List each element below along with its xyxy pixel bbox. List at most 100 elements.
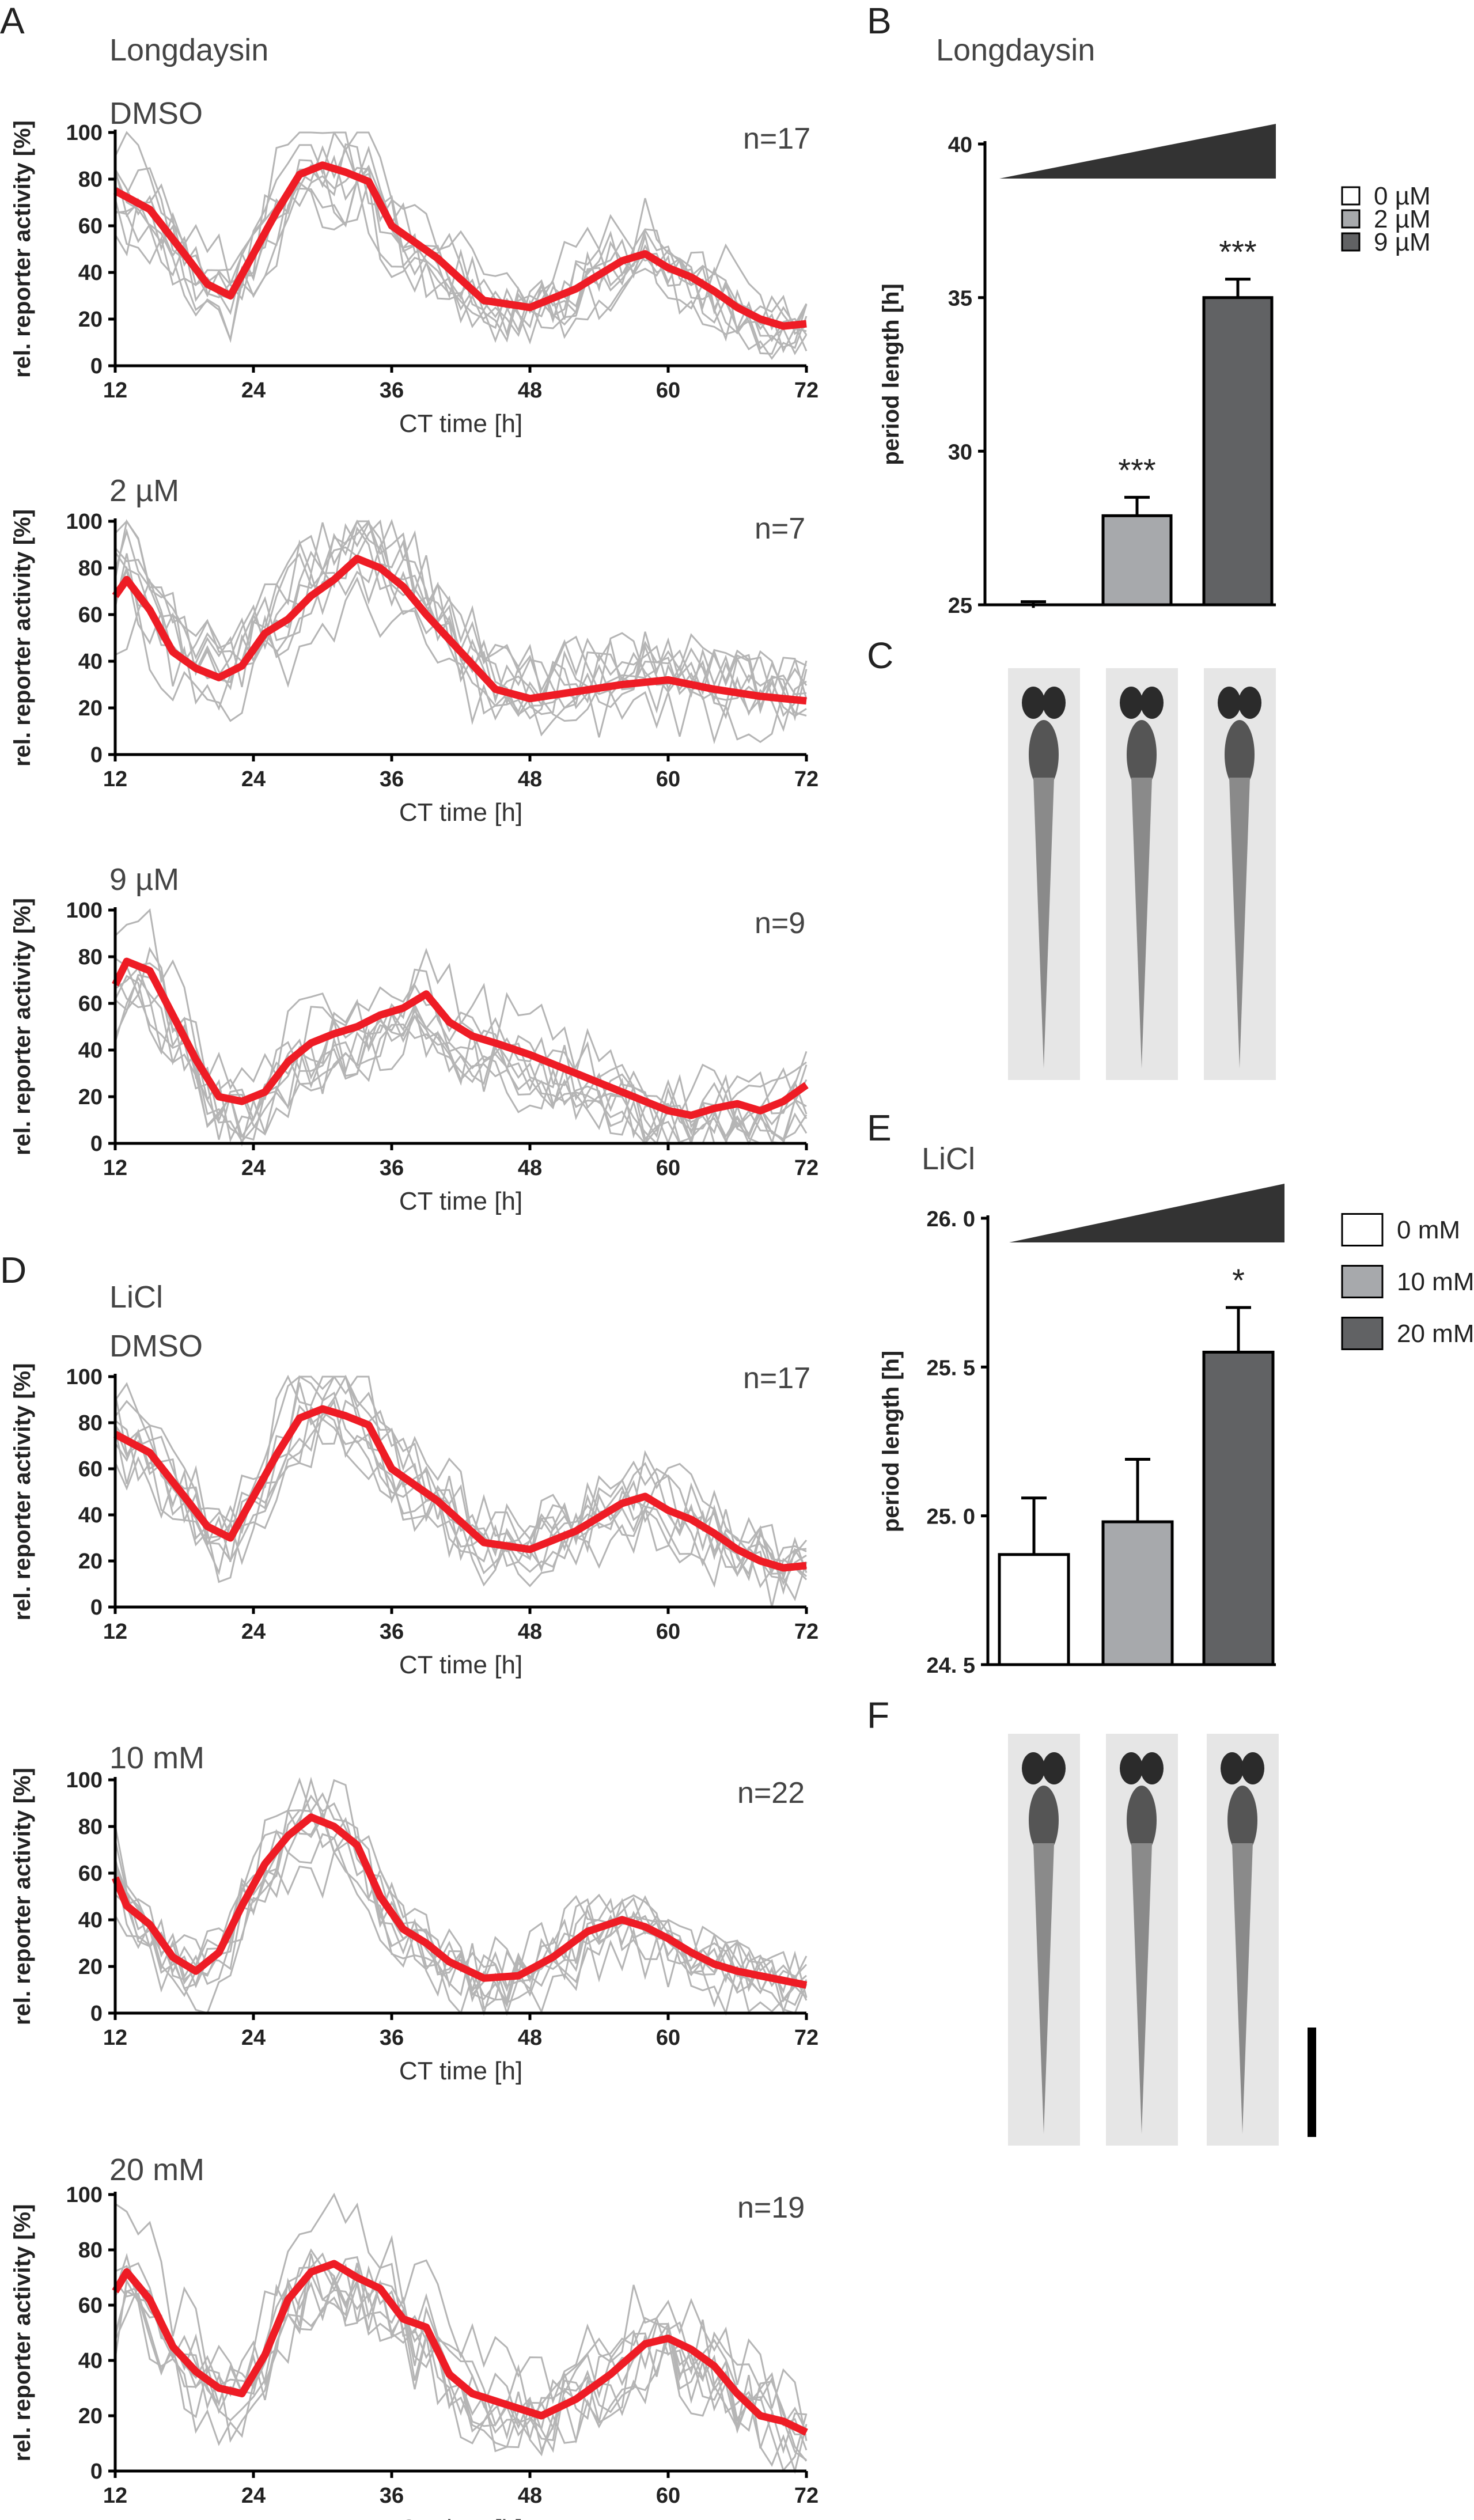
panel-letter-d: D [0, 1249, 26, 1291]
x-tick-label: 12 [103, 767, 127, 791]
y-axis-label: period length [h] [878, 283, 904, 465]
individual-trace [114, 520, 808, 717]
legend-label: 20 mM [1397, 1320, 1474, 1348]
legend-swatch [1341, 1213, 1384, 1246]
y-tick-label: 80 [78, 1815, 103, 1839]
eye-left [1022, 1752, 1045, 1784]
x-tick-label: 36 [380, 1156, 404, 1180]
x-axis-label: CT time [h] [399, 410, 522, 438]
sample-size-label: n=19 [737, 2191, 805, 2225]
x-tick-label: 24 [241, 2026, 266, 2050]
larva-body [1029, 720, 1059, 789]
x-tick-label: 24 [241, 378, 266, 403]
larvae-images-c [1008, 668, 1276, 1080]
individual-trace [114, 1792, 808, 2010]
larva-body [1127, 1786, 1157, 1855]
larva-image [1008, 1734, 1080, 2146]
y-tick-label: 40 [948, 133, 972, 157]
legend-label: 9 µM [1374, 228, 1431, 256]
y-tick-label: 60 [78, 603, 103, 627]
y-tick-label: 100 [66, 2183, 103, 2207]
line-chart-a2: 2 µM n=7 0 20 40 60 80 100 12 24 36 48 60 72 CT time [… [10, 473, 819, 827]
larva-tail [1232, 1843, 1253, 2134]
y-tick-label: 20 [78, 1549, 103, 1574]
x-tick-label: 60 [656, 2026, 680, 2050]
y-axis-label: rel. reporter activity [%] [10, 1768, 35, 2025]
panel-letter-a: A [0, 0, 25, 41]
condition-label: 20 mM [109, 2153, 204, 2187]
x-tick-label: 36 [380, 767, 404, 791]
legend-swatch [1341, 1317, 1384, 1350]
x-tick-label: 48 [518, 2026, 542, 2050]
x-tick-label: 60 [656, 2484, 680, 2508]
y-tick-label: 0 [90, 1132, 103, 1156]
x-tick-label: 24 [241, 2484, 266, 2508]
x-tick-label: 12 [103, 1620, 127, 1644]
y-tick-label: 20 [78, 1085, 103, 1109]
x-tick-label: 12 [103, 378, 127, 403]
larva-image [1106, 1734, 1178, 2146]
mean-trace [112, 2260, 808, 2436]
significance-marker: *** [1219, 234, 1256, 270]
bar [1202, 296, 1274, 607]
individual-trace [114, 1850, 807, 2017]
panel-letter-f: F [867, 1695, 889, 1736]
y-tick-label: 0 [90, 2460, 103, 2484]
individual-trace [115, 164, 808, 360]
legend-label: 0 mM [1397, 1216, 1460, 1244]
bar [1101, 514, 1173, 607]
y-tick-label: 20 [78, 1955, 103, 1979]
larva-tail [1131, 1843, 1152, 2134]
y-tick-label: 40 [78, 2349, 103, 2373]
bar-chart-b: *** *** 25 30 35 40 period length [h] 0 µM2 µM9… [878, 124, 1431, 618]
significance-marker: *** [1118, 452, 1155, 488]
y-tick-label: 60 [78, 2294, 103, 2318]
x-tick-label: 48 [518, 378, 542, 403]
legend-label: 0 µM [1374, 182, 1431, 210]
condition-label: DMSO [109, 96, 203, 131]
legend-swatch [1341, 209, 1361, 229]
larva-tail [1229, 778, 1250, 1068]
y-tick-label: 25 [948, 594, 972, 618]
x-tick-label: 48 [518, 1620, 542, 1644]
larva-image [1204, 668, 1276, 1080]
y-tick-label: 60 [78, 1862, 103, 1886]
larva-tail [1033, 778, 1054, 1068]
x-tick-label: 60 [656, 1156, 680, 1180]
eye-left [1120, 687, 1143, 719]
x-tick-label: 48 [518, 767, 542, 791]
individual-trace [114, 2253, 807, 2442]
sample-size-label: n=7 [755, 512, 805, 545]
eye-right [1238, 687, 1261, 719]
larva-image [1008, 668, 1080, 1080]
mean-trace [112, 957, 809, 1119]
y-tick-label: 40 [78, 1908, 103, 1932]
y-tick-label: 60 [78, 992, 103, 1016]
y-tick-label: 80 [78, 945, 103, 969]
legend-label: 10 mM [1397, 1268, 1474, 1296]
y-tick-label: 20 [78, 308, 103, 332]
individual-trace [114, 180, 808, 348]
x-tick-label: 36 [380, 1620, 404, 1644]
individual-trace [114, 2280, 808, 2472]
y-axis-label: rel. reporter activity [%] [10, 120, 35, 378]
larva-body [1225, 720, 1255, 789]
x-tick-label: 36 [380, 2026, 404, 2050]
bar [998, 1553, 1070, 1666]
line-chart-a1: DMSO n=17 0 20 40 60 80 100 12 24 36 48 60 72 CT time … [10, 96, 819, 438]
y-axis-label: period length [h] [878, 1351, 904, 1533]
x-tick-label: 48 [518, 2484, 542, 2508]
eye-right [1140, 687, 1164, 719]
individual-trace [114, 1411, 808, 1601]
scale-bar [1308, 2028, 1316, 2137]
y-tick-label: 0 [90, 743, 103, 767]
panel-letter-e: E [867, 1107, 892, 1149]
sample-size-label: n=22 [737, 1776, 805, 1810]
eye-left [1022, 687, 1045, 719]
y-tick-label: 35 [948, 287, 972, 311]
individual-trace [115, 946, 808, 1132]
individual-trace [114, 2269, 808, 2449]
eye-right [1140, 1752, 1164, 1784]
heading-longdaysin-b: Longdaysin [936, 33, 1095, 67]
